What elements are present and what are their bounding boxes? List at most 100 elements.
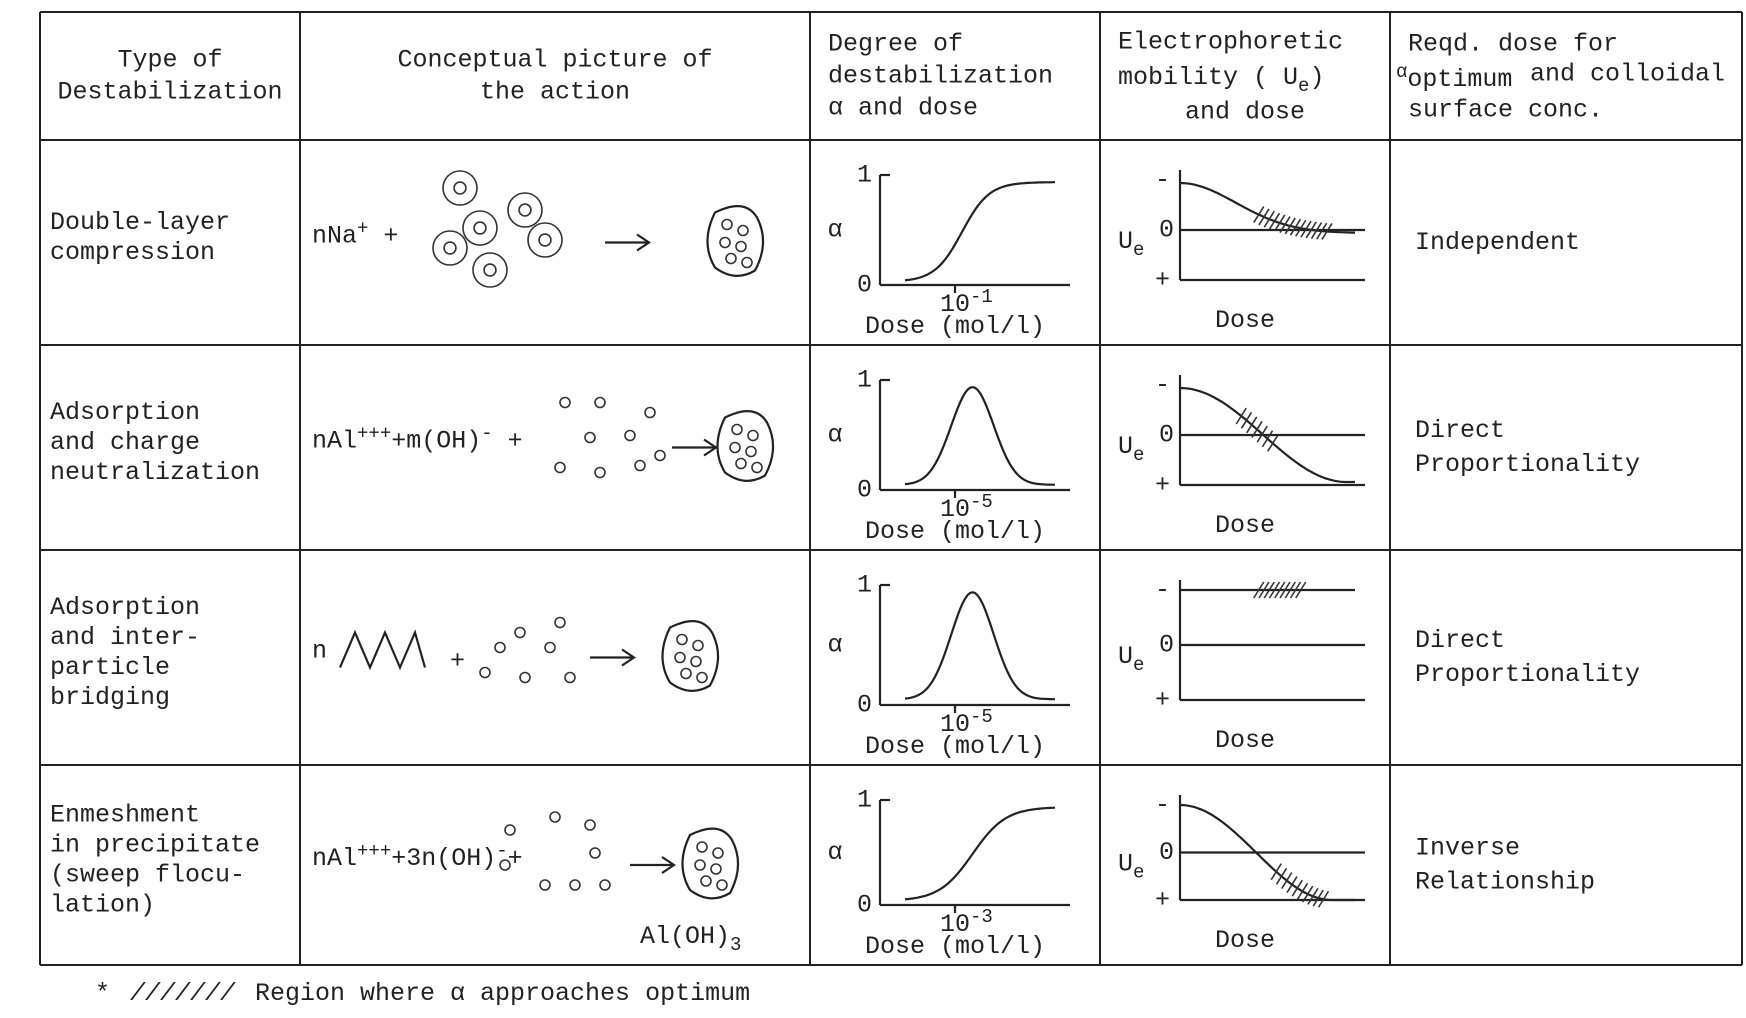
header-mobility-part: e <box>1298 75 1309 97</box>
particle <box>540 880 550 890</box>
hatch-mark <box>1271 864 1281 880</box>
alpha-curve <box>905 182 1055 280</box>
particle <box>495 643 505 653</box>
particle <box>730 443 740 453</box>
mobility-label-part: U <box>1118 642 1133 671</box>
header-degree: destabilization <box>828 62 1053 91</box>
mobility-zero-label: 0 <box>1159 838 1174 867</box>
footnote-hatch: /////// <box>130 979 236 1008</box>
particle <box>711 864 721 874</box>
particle <box>565 673 575 683</box>
alpha-top: 1 <box>857 786 872 815</box>
alpha-bottom: 0 <box>857 691 872 720</box>
alpha-xlabel: Dose (mol/l) <box>865 312 1045 341</box>
row-type: lation) <box>50 891 155 920</box>
header-dose-part: optimum <box>1407 65 1512 94</box>
particle-core <box>539 234 551 246</box>
alpha-top: 1 <box>857 366 872 395</box>
alpha-tick-label-part: -3 <box>970 906 993 928</box>
particle <box>726 254 736 264</box>
mobility-label-part: e <box>1133 654 1144 676</box>
particle <box>681 669 691 679</box>
floc <box>718 411 774 481</box>
row-type: and inter- <box>50 623 200 652</box>
picture-equation-part: nAl <box>312 427 357 456</box>
hatch-mark <box>1242 412 1252 428</box>
particle <box>738 226 748 236</box>
particle <box>443 171 477 205</box>
alpha-curve <box>905 387 1055 485</box>
mobility-label-part: U <box>1118 432 1133 461</box>
row-type: bridging <box>50 683 170 712</box>
mobility-minus: - <box>1155 166 1170 195</box>
particle <box>742 258 752 268</box>
particle <box>595 468 605 478</box>
alpha-top: 1 <box>857 571 872 600</box>
particle <box>722 220 732 230</box>
particle-core <box>474 222 486 234</box>
particle <box>433 231 467 265</box>
mobility-xlabel: Dose <box>1215 511 1275 540</box>
picture-product-part: Al(OH) <box>640 922 730 951</box>
particle <box>463 211 497 245</box>
alpha-bottom: 0 <box>857 271 872 300</box>
picture-equation-part: nAl <box>312 844 357 873</box>
picture-product-part: 3 <box>730 934 741 956</box>
header-picture: the action <box>480 78 630 107</box>
picture-equation: n <box>312 637 327 666</box>
header-mobility-part: ) <box>1309 63 1324 92</box>
particle <box>720 238 730 248</box>
particle <box>701 876 711 886</box>
alpha-curve <box>905 592 1055 699</box>
alpha-bottom: 0 <box>857 891 872 920</box>
footnote-marker: * <box>95 979 110 1008</box>
particle <box>515 628 525 638</box>
hatch-mark <box>1236 408 1246 424</box>
alpha-label: α <box>827 421 842 450</box>
particle <box>713 848 723 858</box>
row-dose: Proportionality <box>1415 660 1640 689</box>
particle <box>717 880 727 890</box>
particle <box>473 253 507 287</box>
mobility-zero-label: 0 <box>1159 421 1174 450</box>
particle <box>746 447 756 457</box>
particle <box>645 408 655 418</box>
row-dose: Proportionality <box>1415 450 1640 479</box>
particle <box>635 461 645 471</box>
row-dose: Direct <box>1415 626 1505 655</box>
picture-equation: + <box>450 647 465 676</box>
header-dose: αoptimum <box>1396 61 1512 94</box>
header-mobility: and dose <box>1185 98 1305 127</box>
mobility-plus: + <box>1155 686 1170 715</box>
particle <box>505 825 515 835</box>
alpha-label: α <box>827 838 842 867</box>
mobility-label-part: e <box>1133 861 1144 883</box>
header-type: Type of <box>117 46 222 75</box>
particle <box>600 880 610 890</box>
alpha-xlabel: Dose (mol/l) <box>865 732 1045 761</box>
particle <box>693 641 703 651</box>
mobility-minus: - <box>1155 576 1170 605</box>
floc <box>663 621 719 691</box>
mobility-label-part: e <box>1133 239 1144 261</box>
alpha-curve <box>905 808 1055 900</box>
row-dose: Inverse <box>1415 834 1520 863</box>
particle <box>555 463 565 473</box>
picture-equation-part: +m(OH) <box>391 427 481 456</box>
particle-core <box>519 204 531 216</box>
picture-equation-part: nNa <box>312 222 357 251</box>
mobility-xlabel: Dose <box>1215 926 1275 955</box>
header-dose: surface conc. <box>1408 96 1603 125</box>
particle <box>595 398 605 408</box>
particle <box>732 425 742 435</box>
picture-equation: nNa+ + <box>312 218 398 251</box>
row-type: Adsorption <box>50 593 200 622</box>
particle <box>590 848 600 858</box>
particle <box>695 860 705 870</box>
row-type: (sweep flocu- <box>50 861 245 890</box>
particle <box>555 618 565 628</box>
mobility-curve <box>1180 183 1355 233</box>
particle <box>697 842 707 852</box>
header-picture: Conceptual picture of <box>397 46 712 75</box>
row-type: particle <box>50 653 170 682</box>
